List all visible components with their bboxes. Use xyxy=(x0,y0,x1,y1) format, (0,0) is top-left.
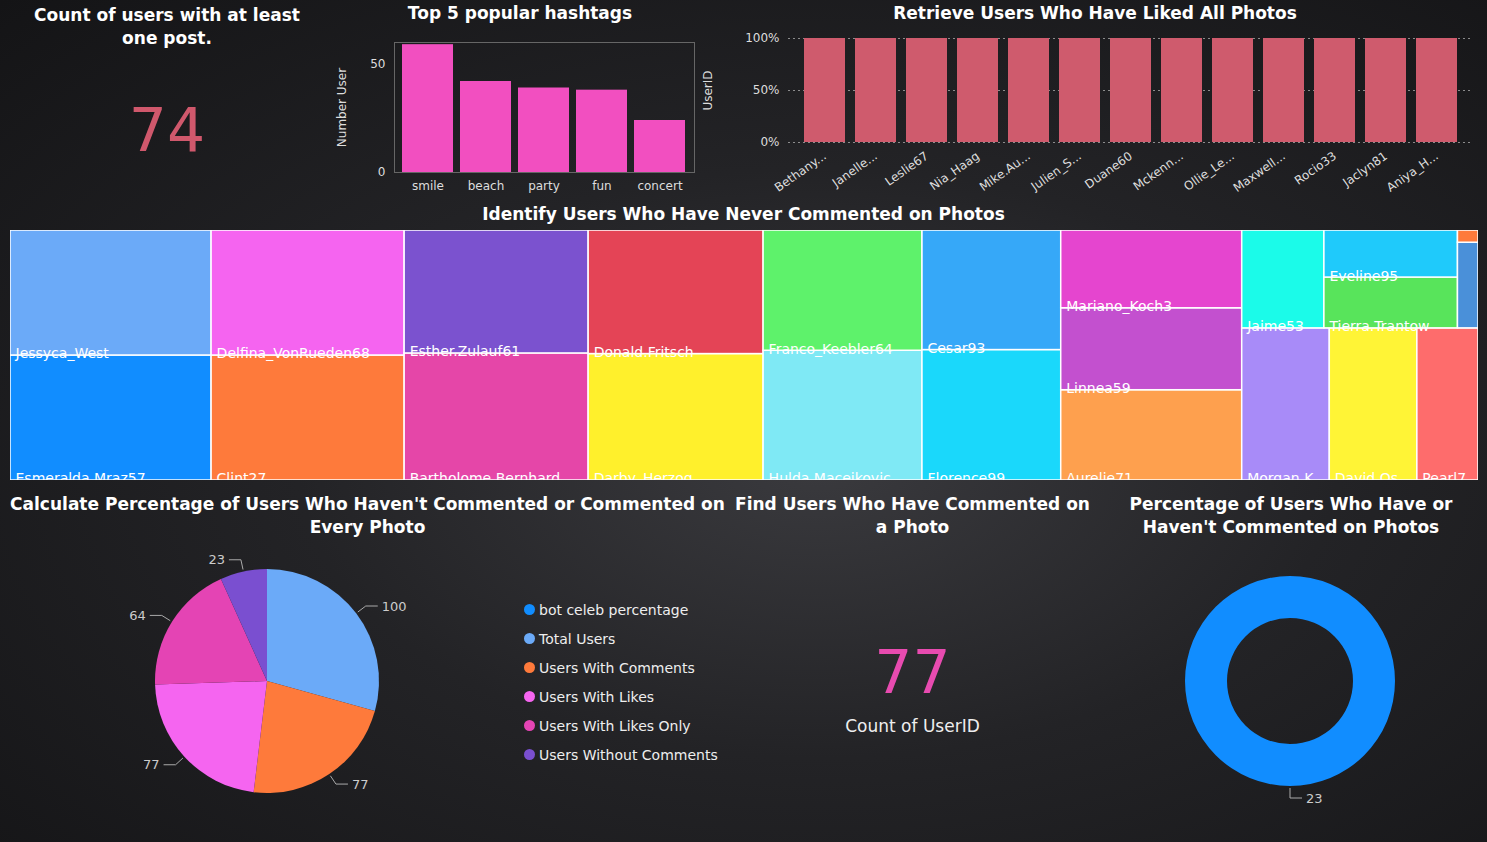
html-text:Total Users: Total Users xyxy=(539,630,616,647)
svg-text:Donald.Fritsch: Donald.Fritsch xyxy=(594,344,694,360)
html-text:Percentage of Users Who Have o: Percentage of Users Who Have or Haven't … xyxy=(1129,494,1453,537)
svg-text:Mariano_Koch3: Mariano_Koch3 xyxy=(1066,298,1172,314)
svg-text:Linnea59: Linnea59 xyxy=(1066,380,1130,396)
svg-text:100%: 100% xyxy=(745,31,779,45)
svg-text:Leslie67: Leslie67 xyxy=(882,149,931,189)
svg-text:concert: concert xyxy=(637,179,682,193)
svg-text:Duane60: Duane60 xyxy=(1082,149,1135,192)
svg-text:Nia_Haag: Nia_Haag xyxy=(927,149,982,193)
svg-text:Eveline95: Eveline95 xyxy=(1329,267,1398,283)
svg-text:100: 100 xyxy=(382,599,407,614)
svg-text:Esmeralda.Mraz57: Esmeralda.Mraz57 xyxy=(16,470,146,480)
html-text:Find Users Who Have Commented: Find Users Who Have Commented on a Photo xyxy=(735,494,1090,537)
html-text:Identify Users Who Have Never: Identify Users Who Have Never Commented … xyxy=(482,204,1005,224)
svg-text:Pearl7: Pearl7 xyxy=(1422,470,1466,480)
svg-text:Jaclyn81: Jaclyn81 xyxy=(1339,149,1389,190)
svg-text:Darby_Herzog: Darby_Herzog xyxy=(594,470,693,480)
svg-text:Florence99: Florence99 xyxy=(927,470,1005,480)
svg-text:0: 0 xyxy=(378,165,386,179)
svg-text:Mike.Au...: Mike.Au... xyxy=(977,149,1033,194)
svg-text:Janelle...: Janelle... xyxy=(829,149,880,191)
svg-text:Delfina_VonRueden68: Delfina_VonRueden68 xyxy=(217,345,370,361)
svg-text:Rocio33: Rocio33 xyxy=(1292,149,1339,188)
svg-text:beach: beach xyxy=(468,179,505,193)
svg-text:party: party xyxy=(528,179,560,193)
svg-text:fun: fun xyxy=(592,179,611,193)
html-text:Users With Likes Only: Users With Likes Only xyxy=(539,717,691,734)
svg-text:64: 64 xyxy=(129,608,146,623)
svg-text:Bethany...: Bethany... xyxy=(772,149,829,195)
svg-text:Morgan.K...: Morgan.K... xyxy=(1247,470,1326,480)
svg-text:50: 50 xyxy=(370,57,385,71)
svg-text:Julien_S...: Julien_S... xyxy=(1028,149,1084,194)
svg-text:Aniya_H...: Aniya_H... xyxy=(1384,149,1441,195)
html-text:Users With Comments: Users With Comments xyxy=(539,659,695,676)
svg-text:UserID: UserID xyxy=(701,70,715,110)
html-text:74: 74 xyxy=(128,95,206,165)
svg-text:Franco_Keebler64: Franco_Keebler64 xyxy=(769,341,893,357)
svg-text:Jessyca_West: Jessyca_West xyxy=(15,345,110,361)
svg-text:23: 23 xyxy=(1306,791,1323,806)
svg-text:Tierra.Trantow: Tierra.Trantow xyxy=(1328,318,1429,334)
svg-text:Clint27: Clint27 xyxy=(217,470,267,480)
svg-text:Mckenn...: Mckenn... xyxy=(1131,149,1186,193)
svg-text:23: 23 xyxy=(208,552,225,567)
svg-text:Aurelie71: Aurelie71 xyxy=(1066,470,1133,480)
html-text:Users Without Comments: Users Without Comments xyxy=(539,746,718,763)
svg-text:77: 77 xyxy=(352,777,369,792)
svg-text:Maxwell...: Maxwell... xyxy=(1231,149,1288,195)
svg-text:Esther.Zulauf61: Esther.Zulauf61 xyxy=(410,343,521,359)
html-text:Count of UserID: Count of UserID xyxy=(845,716,980,736)
svg-text:smile: smile xyxy=(412,179,444,193)
html-text:bot celeb percentage: bot celeb percentage xyxy=(539,601,689,618)
svg-text:Ollie_Le...: Ollie_Le... xyxy=(1181,149,1237,194)
svg-text:Cesar93: Cesar93 xyxy=(927,340,985,356)
svg-text:Number User: Number User xyxy=(335,68,349,147)
svg-text:David.Os...: David.Os... xyxy=(1335,470,1412,480)
svg-text:50%: 50% xyxy=(753,83,780,97)
svg-text:Jaime53: Jaime53 xyxy=(1246,318,1304,334)
html-text:Top 5 popular hashtags: Top 5 popular hashtags xyxy=(407,3,633,23)
html-text:Count of users with at least o: Count of users with at least one post. xyxy=(34,5,300,48)
html-text:Retrieve Users Who Have Liked: Retrieve Users Who Have Liked All Photos xyxy=(893,3,1297,23)
svg-text:Bartholome.Bernhard: Bartholome.Bernhard xyxy=(410,470,560,480)
html-text:Users With Likes: Users With Likes xyxy=(539,688,655,705)
html-text:Calculate Percentage of Users: Calculate Percentage of Users Who Haven'… xyxy=(10,494,725,537)
svg-text:Hulda.Macejkovic: Hulda.Macejkovic xyxy=(769,470,891,480)
svg-text:0%: 0% xyxy=(760,135,779,149)
html-text:77: 77 xyxy=(874,637,951,707)
svg-text:77: 77 xyxy=(143,757,160,772)
